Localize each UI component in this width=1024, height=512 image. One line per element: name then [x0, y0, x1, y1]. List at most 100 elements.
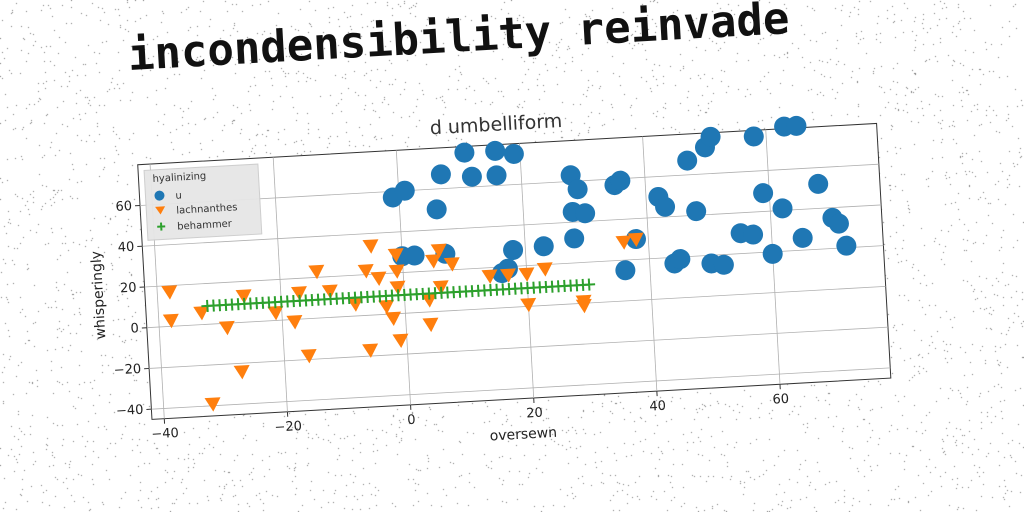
y-tick-label: 20 [120, 280, 137, 296]
point-u [533, 236, 554, 257]
point-lachnanthes [536, 262, 553, 277]
legend: hyalinizing u lachnanthes behammer [143, 163, 263, 241]
point-u [486, 165, 507, 186]
x-axis-label: oversewn [489, 425, 557, 445]
point-u [610, 170, 631, 191]
point-lachnanthes [518, 267, 535, 282]
point-lachnanthes [290, 286, 307, 301]
point-u [753, 183, 774, 204]
y-tick-label: 0 [130, 321, 139, 336]
point-u [762, 243, 783, 264]
point-u [828, 213, 849, 234]
x-gridline [642, 136, 658, 392]
y-axis-label: whisperingly [88, 250, 109, 339]
point-lachnanthes [162, 313, 179, 329]
point-u [670, 249, 691, 270]
x-gridline [272, 157, 288, 412]
point-lachnanthes [575, 294, 592, 310]
y-tick-label: 40 [117, 240, 134, 256]
point-lachnanthes [387, 248, 404, 263]
point-lachnanthes [193, 305, 210, 321]
data-marks [161, 115, 857, 412]
point-lachnanthes [425, 254, 442, 269]
y-gridline [142, 204, 882, 247]
point-lachnanthes [499, 268, 516, 283]
point-lachnanthes [430, 243, 447, 259]
point-lachnanthes [389, 280, 406, 296]
x-tick-label: 60 [772, 392, 789, 408]
point-u [743, 126, 764, 147]
point-lachnanthes [481, 269, 498, 284]
point-lachnanthes [378, 299, 395, 315]
point-u [454, 142, 475, 163]
chart: d umbelliform −40 −20 0 20 40 60 −40 −20 0 20 40 60… [76, 92, 914, 477]
point-lachnanthes [218, 320, 235, 336]
point-lachnanthes [520, 297, 537, 313]
point-u [503, 240, 524, 261]
point-u [461, 166, 482, 187]
point-u [713, 254, 734, 275]
legend-label-u: u [175, 190, 182, 201]
point-lachnanthes [385, 311, 402, 326]
y-tick-label: −40 [116, 403, 144, 420]
point-lachnanthes [161, 285, 178, 300]
x-tick-label: −40 [151, 426, 179, 443]
x-tick-label: 40 [649, 399, 666, 415]
point-lachnanthes [347, 297, 364, 312]
point-u [677, 150, 698, 171]
point-lachnanthes [267, 305, 284, 321]
y-gridline [151, 367, 891, 410]
point-lachnanthes [233, 364, 250, 380]
point-lachnanthes [388, 264, 405, 279]
point-u [394, 180, 415, 201]
legend-title: hyalinizing [152, 171, 206, 185]
legend-marker-behammer [157, 222, 166, 231]
point-lachnanthes [443, 257, 460, 272]
point-u [426, 199, 447, 220]
point-lachnanthes [370, 271, 387, 286]
point-u [686, 201, 707, 222]
point-u [792, 227, 813, 248]
point-lachnanthes [357, 264, 374, 279]
y-tick-label: −20 [113, 362, 141, 379]
point-u [430, 164, 451, 185]
scatter-plot: d umbelliform −40 −20 0 20 40 60−40−200204060… [88, 110, 892, 445]
axis-ticks: −40 −20 0 20 40 60 −40 −20 0 20 40 60 [113, 199, 789, 443]
point-lachnanthes [392, 333, 409, 349]
y-gridline [149, 326, 888, 369]
point-u [615, 260, 636, 281]
point-lachnanthes [627, 232, 644, 248]
point-lachnanthes [422, 317, 439, 333]
point-u [404, 245, 425, 266]
x-tick-label: 20 [526, 406, 543, 422]
point-lachnanthes [362, 343, 379, 358]
point-u [575, 203, 596, 224]
point-u [655, 196, 676, 217]
point-u [743, 224, 764, 245]
point-behammer [583, 278, 596, 291]
x-tick-label: 0 [407, 413, 416, 428]
point-u [772, 198, 793, 219]
point-lachnanthes [362, 239, 379, 254]
x-tick-label: −20 [274, 419, 302, 436]
point-u [564, 228, 585, 249]
point-lachnanthes [204, 397, 221, 412]
legend-box [143, 163, 263, 241]
point-u [567, 179, 588, 200]
y-gridline [139, 163, 879, 206]
legend-marker-u [154, 190, 165, 201]
point-lachnanthes [300, 348, 317, 364]
point-u [503, 143, 524, 164]
legend-label-lachnanthes: lachnanthes [176, 202, 238, 216]
point-u [786, 115, 807, 136]
point-u [700, 126, 721, 147]
y-tick-label: 60 [115, 199, 132, 215]
point-lachnanthes [321, 284, 338, 299]
legend-marker-lachnanthes [155, 206, 166, 215]
point-u [836, 235, 857, 256]
point-lachnanthes [421, 293, 438, 308]
legend-label-behammer: behammer [177, 219, 233, 233]
point-lachnanthes [235, 289, 252, 304]
point-lachnanthes [615, 235, 632, 250]
point-u [808, 173, 829, 194]
